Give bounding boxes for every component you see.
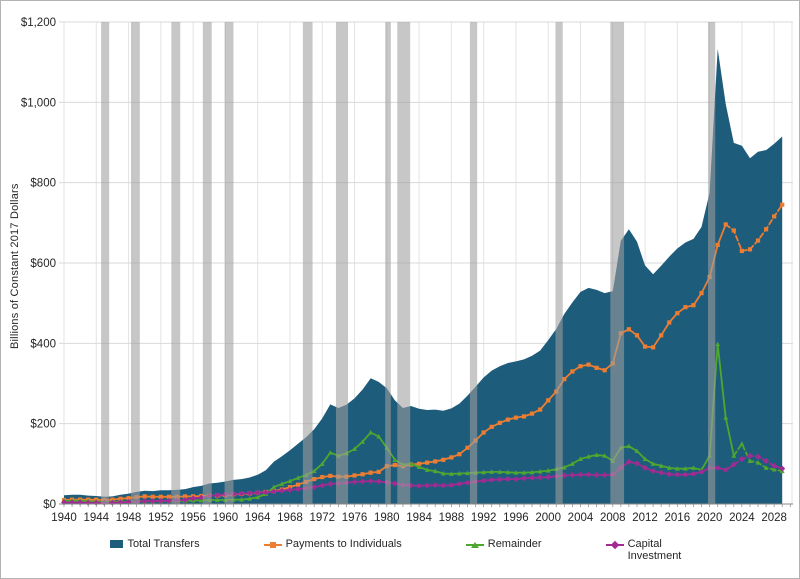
legend-label-remainder: Remainder <box>487 538 542 550</box>
svg-text:2008: 2008 <box>600 512 626 524</box>
svg-text:1992: 1992 <box>471 512 497 524</box>
svg-text:$1,000: $1,000 <box>21 97 56 109</box>
legend-label-total-transfers: Total Transfers <box>127 538 200 550</box>
svg-text:$400: $400 <box>30 338 56 350</box>
svg-text:$1,200: $1,200 <box>21 17 56 29</box>
legend-item-capital-investment: Capital Investment <box>605 538 690 562</box>
svg-text:2016: 2016 <box>665 512 691 524</box>
svg-text:1956: 1956 <box>180 512 206 524</box>
svg-text:1988: 1988 <box>439 512 465 524</box>
legend-item-remainder: Remainder <box>465 538 542 550</box>
svg-text:1944: 1944 <box>83 512 109 524</box>
svg-text:$0: $0 <box>43 499 56 511</box>
chart-legend: Total Transfers Payments to Individuals … <box>1 538 799 562</box>
svg-text:$800: $800 <box>30 178 56 190</box>
capital-investment-line-swatch-icon <box>605 540 624 550</box>
svg-text:$600: $600 <box>30 258 56 270</box>
y-axis-title: Billions of Constant 2017 Dollars <box>9 183 21 349</box>
payments-line-swatch-icon <box>263 540 282 549</box>
svg-text:1968: 1968 <box>277 512 303 524</box>
legend-item-payments-to-individuals: Payments to Individuals <box>263 538 402 550</box>
recession-bands <box>101 22 716 504</box>
svg-text:1976: 1976 <box>342 512 368 524</box>
svg-text:1972: 1972 <box>309 512 335 524</box>
svg-text:$200: $200 <box>30 419 56 431</box>
svg-text:2028: 2028 <box>761 512 787 524</box>
svg-text:2004: 2004 <box>568 512 594 524</box>
legend-item-total-transfers: Total Transfers <box>110 538 200 550</box>
total-transfers-area <box>64 48 783 505</box>
svg-text:2012: 2012 <box>632 512 658 524</box>
remainder-line-swatch-icon <box>465 540 484 549</box>
total-transfers-area-swatch-icon <box>110 540 124 548</box>
y-axis: $0 $200 $400 $600 $800 $1,000 $1,200 <box>21 17 56 511</box>
x-axis: 1940 1944 1948 1952 1956 1960 1964 1968 1972 1976… <box>51 503 793 524</box>
svg-text:1948: 1948 <box>116 512 142 524</box>
svg-text:1964: 1964 <box>245 512 271 524</box>
svg-text:2020: 2020 <box>697 512 723 524</box>
legend-label-payments-to-individuals: Payments to Individuals <box>285 538 402 550</box>
svg-text:2024: 2024 <box>729 512 755 524</box>
svg-text:2000: 2000 <box>535 512 561 524</box>
svg-text:1984: 1984 <box>406 512 432 524</box>
legend-label-capital-investment: Capital Investment <box>627 538 682 562</box>
svg-text:1996: 1996 <box>503 512 529 524</box>
svg-text:1980: 1980 <box>374 512 400 524</box>
svg-text:1952: 1952 <box>148 512 174 524</box>
svg-text:1940: 1940 <box>51 512 77 524</box>
svg-text:1960: 1960 <box>213 512 239 524</box>
